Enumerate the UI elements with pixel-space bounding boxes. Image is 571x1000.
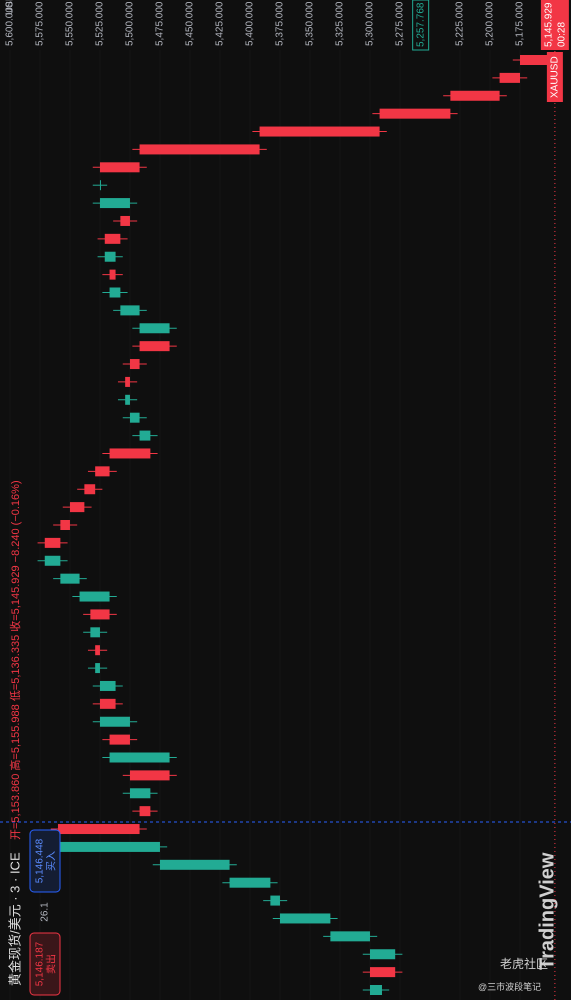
sell-price: 5,146.187 [35,941,46,986]
y-tick-label: 5,225.000 [455,1,466,46]
candle-body [44,555,61,566]
candle-body [450,90,500,101]
y-tick-label: 5,400.000 [245,1,256,46]
candle-body [57,824,140,835]
candle-body [229,877,271,888]
candle-body [259,126,380,137]
candle-body [104,233,121,244]
candle-body [369,949,396,960]
marker-tag [412,0,430,51]
y-tick-label: 5,175.000 [515,1,526,46]
y-tick-label: 5,200.000 [485,1,496,46]
candle-body [99,162,140,173]
brand: TradingView [536,852,558,970]
candle-body [129,359,140,370]
candle-body [139,341,170,352]
currency: USD [5,0,16,15]
y-tick-label: 5,600.000 [5,1,16,46]
candle-body [139,144,260,155]
candle-body [104,251,116,262]
sell-label: 卖出 [45,954,58,974]
candle-body [139,323,170,334]
candle-body [57,841,160,852]
last-price: 5,145.929 [544,2,555,47]
y-tick-label: 5,275.000 [395,1,406,46]
countdown: 00:28 [557,22,568,47]
candle-body [279,913,331,924]
candle-body [90,627,100,638]
title: 黄金现货/美元 · 3 · ICE [7,852,22,986]
candle-body [79,591,110,602]
candle-body [270,895,280,906]
candle-body [109,269,116,280]
y-tick-label: 5,300.000 [365,1,376,46]
candle-body [125,394,130,405]
y-tick-label: 5,550.000 [65,1,76,46]
y-tick-label: 5,575.000 [35,1,46,46]
candle-body [369,967,396,978]
marker-price: 5,257.768 [415,2,426,47]
candle-body [60,520,70,530]
candle-body [99,716,130,727]
candle-body [95,645,100,656]
candle-body [159,859,230,870]
y-tick-label: 5,425.000 [215,1,226,46]
candle-body [129,770,170,781]
candle-body [69,502,85,513]
author: @三市波段笔记 [478,982,542,992]
y-tick-label: 5,325.000 [335,1,346,46]
candle-body [84,484,96,495]
candle-body [90,609,110,620]
buy-label: 买入 [46,851,58,871]
candle-body [129,412,140,423]
candle-body [109,734,130,745]
community: 老虎社区 [500,957,549,971]
y-tick-label: 5,450.000 [185,1,196,46]
candle-body [499,72,520,83]
candle-body [109,752,170,763]
candle-body [139,430,151,441]
y-tick-label: 5,525.000 [95,1,106,46]
candle-body [129,788,151,799]
candle-body [120,305,140,316]
candle-body [369,985,382,995]
candle-body [109,448,151,459]
spread: 26.1 [40,902,51,922]
ohlc: 开=5,153.860 高=5,155.988 低=5,136.335 收=5,… [8,480,22,840]
symbol-tag [546,52,563,102]
candle-body [120,215,130,226]
symbol: XAUUSD [550,56,561,98]
candle-body [519,55,555,65]
candle-body [44,537,61,548]
y-tick-label: 5,350.000 [305,1,316,46]
y-tick-label: 5,500.000 [125,1,136,46]
candle-body [379,108,451,119]
candle-body [139,806,151,817]
candle-body [99,180,101,191]
candle-body [99,698,116,709]
y-tick-label: 5,475.000 [155,1,166,46]
candle-body [95,663,100,674]
candle-body [60,573,80,584]
y-tick-label: 5,375.000 [275,1,286,46]
buy-button[interactable] [29,829,61,893]
last-price-tag [540,0,569,50]
buy-price: 5,146.448 [35,838,46,883]
candle-body [99,680,116,691]
candle-body [95,466,110,477]
candle-body [125,376,130,387]
sell-button[interactable] [29,932,61,996]
candle-body [109,287,121,298]
candle-body [99,198,130,209]
candle-body [330,931,370,942]
